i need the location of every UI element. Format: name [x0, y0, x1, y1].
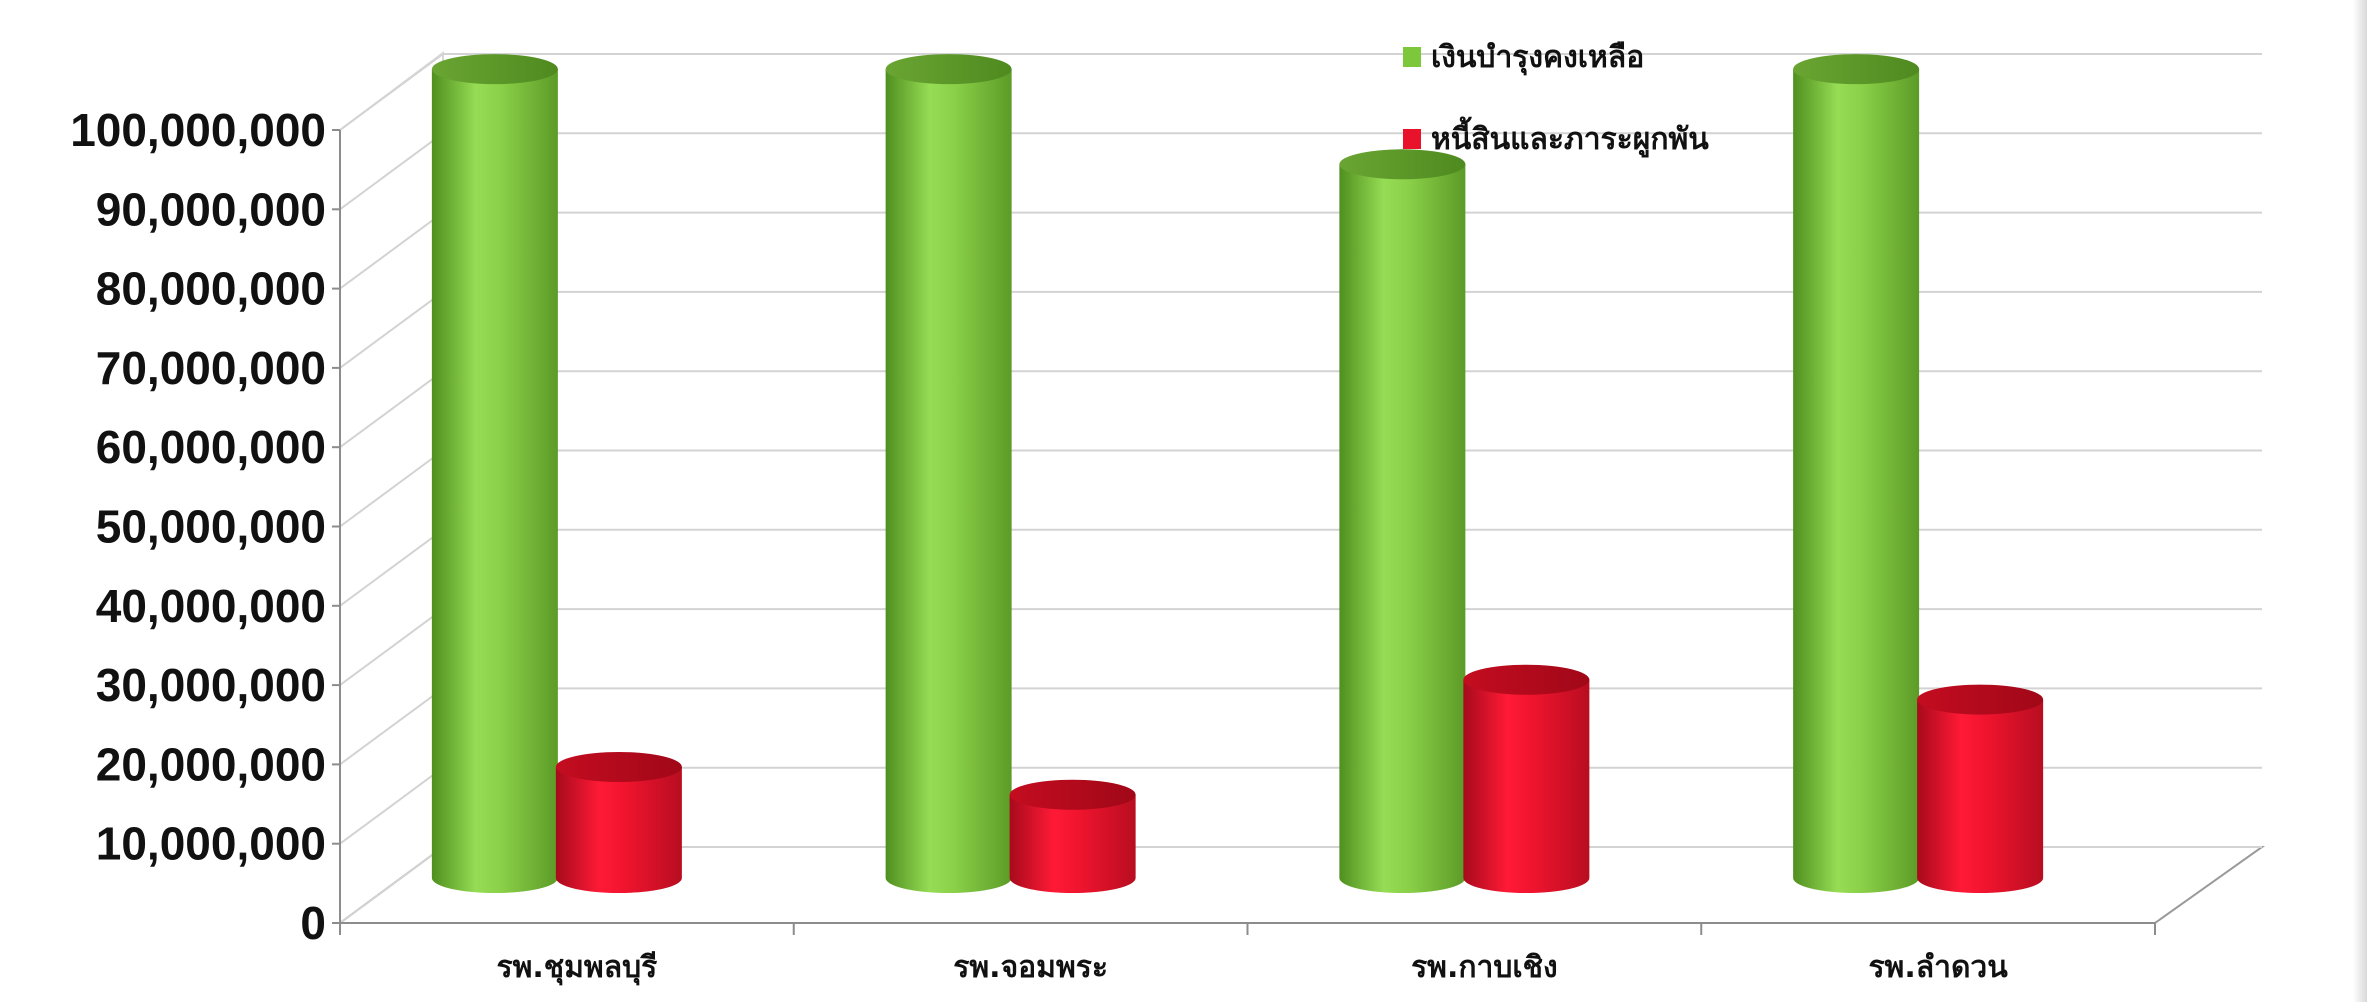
bar-body [1009, 794, 1136, 894]
bar-cylinder [431, 54, 558, 893]
bar-cylinder [1917, 684, 2044, 894]
bar-cylinder [1793, 54, 1920, 894]
bar-cylinder [1463, 664, 1590, 894]
grid-layer [332, 51, 2266, 935]
legend: เงินบำรุงคงเหลือหนี้สินและภาระผูกพัน [1403, 40, 1709, 158]
gridline-diagonal [339, 53, 444, 131]
bar-top [555, 751, 682, 782]
bar-body [885, 69, 1012, 894]
y-tick-label: 20,000,000 [96, 738, 326, 790]
gridline-diagonal [339, 608, 444, 686]
bar-top [1917, 684, 2044, 715]
x-tick-label: รพ.จอมพระ [953, 950, 1108, 985]
gridline-diagonal [339, 291, 444, 369]
bar-cylinder [885, 54, 1012, 894]
y-tick-label: 100,000,000 [70, 104, 326, 156]
y-tick-label: 10,000,000 [96, 818, 326, 870]
bar-top [431, 54, 558, 85]
gridline-diagonal [339, 449, 444, 528]
bar-top [1339, 149, 1466, 180]
y-tick-label: 70,000,000 [96, 342, 326, 394]
bar-cylinder [1009, 779, 1136, 894]
gridline-diagonal [339, 370, 444, 449]
bar-top [1463, 664, 1590, 695]
y-tick-label: 0 [300, 897, 326, 949]
bar-body [1793, 69, 1920, 894]
x-tick-label: รพ.ชุมพลบุรี [497, 950, 658, 986]
y-tick-label: 80,000,000 [96, 263, 326, 315]
label-layer: 0 10,000,000 20,000,000 30,000,000 40,000,00… [70, 104, 2008, 986]
y-tick-label: 90,000,000 [96, 183, 326, 235]
frame-edge-shadow [2353, 0, 2367, 1002]
gridline-diagonal [339, 211, 444, 290]
x-tick-label: รพ.ลำดวน [1868, 950, 2008, 985]
gridline-diagonal [339, 687, 444, 766]
bar-body [1463, 679, 1590, 894]
bar-body [1917, 699, 2044, 894]
bar-layer [431, 54, 2044, 894]
gridline-diagonal [339, 766, 444, 845]
bar-top [1793, 54, 1920, 85]
bar-top [885, 54, 1012, 85]
legend-swatch [1403, 47, 1421, 67]
bar-body [555, 766, 682, 894]
bar-cylinder [1339, 149, 1466, 894]
legend-swatch [1403, 129, 1421, 149]
y-tick-label: 50,000,000 [96, 501, 326, 553]
bar-body [431, 69, 558, 893]
gridline-diagonal [339, 846, 444, 924]
legend-label: เงินบำรุงคงเหลือ [1431, 40, 1644, 76]
y-tick-label: 40,000,000 [96, 580, 326, 632]
x-tick-label: รพ.กาบเชิง [1411, 950, 1558, 985]
legend-label: หนี้สินและภาระผูกพัน [1431, 116, 1709, 158]
bar-body [1339, 164, 1466, 894]
gridline-diagonal [339, 132, 444, 211]
bar-cylinder [555, 751, 682, 894]
y-tick-label: 30,000,000 [96, 659, 326, 711]
y-tick-label: 60,000,000 [96, 421, 326, 473]
bar-top [1009, 779, 1136, 810]
gridline-diagonal [339, 528, 444, 607]
